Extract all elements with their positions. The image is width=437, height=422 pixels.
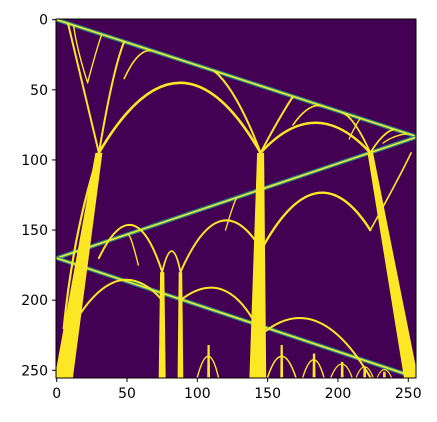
arch-upper-10: [369, 128, 396, 154]
x-tick-label-0: 0: [52, 386, 61, 402]
arch-upper-4: [72, 24, 89, 84]
arch-middle-5: [161, 250, 182, 273]
x-axis: 0 50 100 150 200 250: [52, 378, 422, 402]
arch-upper-5: [86, 33, 103, 84]
plot-area: [56, 19, 416, 378]
arch-middle-6: [369, 152, 412, 231]
arch-middle-7: [126, 233, 139, 266]
lower-leg-6: [207, 345, 210, 378]
arch-middle-4: [259, 191, 372, 253]
y-tick-label-50: 50: [30, 83, 48, 99]
lower-diagonal-line: [56, 257, 416, 378]
lower-leg-3: [340, 361, 344, 378]
y-tick-label-100: 100: [21, 153, 48, 169]
arch-upper-7: [259, 95, 294, 154]
arch-lower-8: [376, 369, 392, 378]
arch-upper-12: [382, 133, 409, 144]
arch-lower-2: [179, 286, 259, 330]
big-arch-upper-right: [259, 121, 372, 155]
y-tick-label-200: 200: [21, 293, 48, 309]
lower-leg-5: [383, 371, 386, 378]
upper-diagonal-line: [56, 19, 416, 137]
x-tick-label-50: 50: [118, 386, 136, 402]
y-tick-label-250: 250: [21, 363, 48, 379]
axes-frame: [55, 18, 417, 379]
arch-upper-3: [123, 49, 154, 80]
image-marks: [56, 19, 416, 378]
y-axis: 0 50 100 150 200 250: [21, 13, 56, 379]
arch-middle-2: [97, 224, 164, 274]
arch-lower-7: [355, 366, 374, 378]
arch-middle-1: [62, 151, 100, 330]
x-tick-label-200: 200: [325, 386, 352, 402]
arch-upper-6: [213, 69, 262, 154]
main-column-right: [367, 152, 416, 378]
arch-upper-8: [292, 104, 325, 126]
x-tick-label-250: 250: [395, 386, 422, 402]
arch-upper-11: [348, 117, 362, 140]
arch-upper-2: [97, 40, 126, 154]
arch-lower-1: [62, 278, 164, 344]
lower-leg-4: [363, 367, 367, 378]
y-tick-label-150: 150: [21, 223, 48, 239]
x-tick-label-100: 100: [184, 386, 211, 402]
lower-leg-2: [312, 353, 316, 378]
arch-upper-1: [67, 22, 100, 154]
big-arch-upper-left: [97, 81, 262, 155]
main-column-left: [56, 152, 103, 378]
arch-lower-3: [259, 317, 372, 378]
y-tick-label-0: 0: [39, 13, 48, 29]
lower-leg-1: [280, 345, 284, 378]
arch-middle-8: [224, 196, 238, 231]
x-tick-label-150: 150: [254, 386, 281, 402]
arch-middle-3: [179, 219, 259, 274]
